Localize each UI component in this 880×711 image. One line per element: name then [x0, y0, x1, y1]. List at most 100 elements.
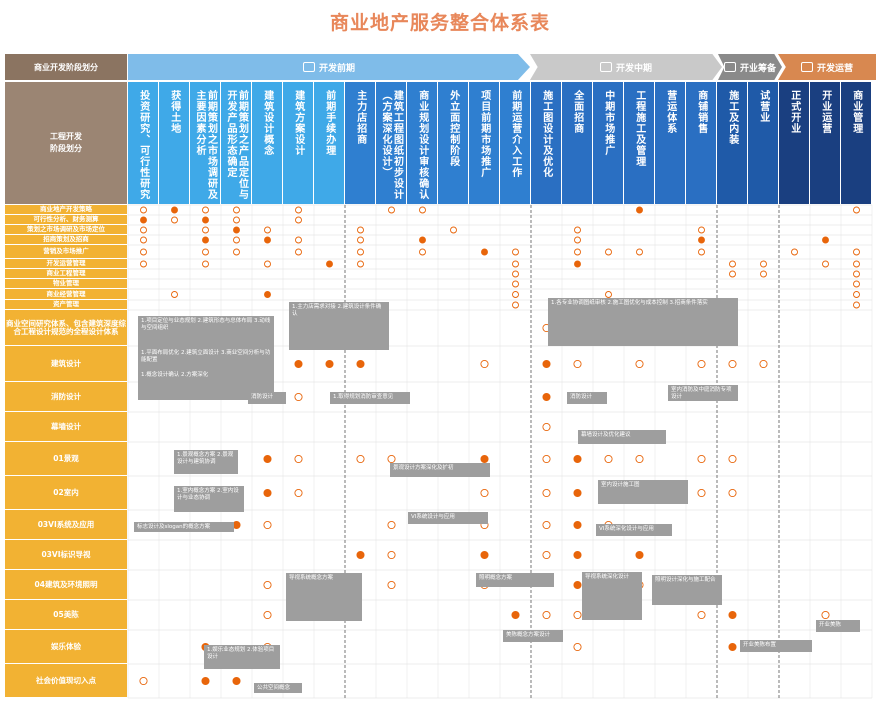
filled-dot: [511, 610, 520, 620]
annotation-note: 1.各专业协调图纸审核 2.施工图优化与成本控制 3.招商条件落实: [548, 298, 738, 346]
filled-dot: [140, 216, 147, 224]
filled-dot: [573, 488, 582, 498]
annotation-note: 1.主力店需求对接 2.建筑设计条件确认: [289, 302, 389, 350]
filled-dot: [202, 216, 209, 224]
column-label: 前期策划之市场调研及主要因素分析: [194, 90, 217, 200]
filled-dot: [480, 550, 489, 560]
column-label: 中期市场推广: [602, 90, 614, 156]
open-dot: [202, 206, 209, 214]
annotation-note: 消防设计: [567, 392, 607, 404]
row-label: 商业空间研究体系、包含建筑深度综合工程设计规范的全程设计体系: [5, 310, 127, 346]
row-label: 娱乐体验: [5, 630, 127, 664]
open-dot: [295, 216, 302, 224]
annotation-note: 景观设计方案深化及扩初: [390, 463, 490, 477]
open-dot: [697, 454, 706, 464]
open-dot: [573, 359, 582, 369]
open-dot: [233, 236, 240, 244]
open-dot: [263, 610, 272, 620]
stage-name: 开业筹备: [739, 63, 776, 74]
filled-dot: [635, 550, 644, 560]
open-dot: [263, 580, 272, 590]
column-label: 商业管理: [850, 90, 862, 134]
stage-logo-icon: [302, 62, 315, 72]
annotation-note: 室内消防及中庭消防专项设计: [668, 385, 738, 401]
filled-dot: [326, 260, 333, 268]
annotation-note: 照明概念方案: [476, 573, 554, 587]
row-label: 05美陈: [5, 600, 127, 630]
row-label: 03VI系统及应用: [5, 510, 127, 540]
open-dot: [171, 291, 178, 298]
open-dot: [574, 248, 581, 256]
filled-dot: [232, 676, 241, 686]
row-label: 03VI标识导视: [5, 540, 127, 570]
column-label: 前期运营介入工作: [509, 90, 521, 178]
column-label: 建筑工程图纸初步设计（方案深化设计）: [380, 90, 403, 200]
open-dot: [697, 359, 706, 369]
annotation-note: 开业美陈: [816, 620, 860, 632]
open-dot: [853, 270, 860, 278]
column-header: 试营业: [748, 82, 778, 204]
column-header: 正式开业: [779, 82, 809, 204]
row-label: 04建筑及环境照明: [5, 570, 127, 600]
page-title: 商业地产服务整合体系表: [329, 12, 550, 34]
open-dot: [853, 260, 860, 268]
open-dot: [295, 248, 302, 256]
column-label: 商铺销售: [695, 90, 707, 134]
column-label: 建筑设计概念: [261, 90, 273, 156]
filled-dot: [636, 206, 643, 214]
open-dot: [729, 270, 736, 278]
column-header: 建筑设计概念: [252, 82, 282, 204]
filled-dot: [573, 454, 582, 464]
column-header: 商铺销售: [686, 82, 716, 204]
column-label: 正式开业: [788, 90, 800, 134]
filled-dot: [264, 236, 271, 244]
row-label: 消防设计: [5, 382, 127, 412]
open-dot: [605, 248, 612, 256]
open-dot: [357, 226, 364, 234]
column-label: 营运体系: [664, 90, 676, 134]
filled-dot: [573, 520, 582, 530]
column-header: 中期市场推广: [593, 82, 623, 204]
row-label: 商业地产开发策略: [5, 205, 127, 215]
open-dot: [480, 488, 489, 498]
open-dot: [729, 260, 736, 268]
open-dot: [512, 260, 519, 268]
row-label: 02室内: [5, 476, 127, 510]
open-dot: [573, 610, 582, 620]
column-label: 主力店招商: [354, 90, 366, 145]
open-dot: [728, 488, 737, 498]
row-header-line: 工程开发: [50, 132, 82, 141]
open-dot: [728, 454, 737, 464]
column-header: 商业管理: [841, 82, 871, 204]
column-header: 前期策划之产品定位与开发产品形态确定: [221, 82, 251, 204]
annotation-note: 室内设计施工图: [598, 480, 688, 504]
open-dot: [853, 291, 860, 298]
open-dot: [853, 206, 860, 214]
annotation-note: 开业美陈布置: [740, 640, 812, 652]
open-dot: [294, 454, 303, 464]
open-dot: [140, 206, 147, 214]
annotation-note: 美陈概念方案设计: [503, 630, 563, 642]
annotation-note: 导视系统深化设计: [582, 572, 642, 620]
open-dot: [574, 226, 581, 234]
column-label: 试营业: [757, 90, 769, 123]
open-dot: [512, 270, 519, 278]
open-dot: [202, 248, 209, 256]
open-dot: [419, 248, 426, 256]
row-header-line: 阶段划分: [50, 144, 82, 153]
row-label: 开发运营管理: [5, 259, 127, 269]
column-label: 商业规划设计审核确认: [416, 90, 428, 200]
open-dot: [573, 642, 582, 652]
open-dot: [760, 260, 767, 268]
filled-dot: [264, 291, 271, 298]
open-dot: [791, 248, 798, 256]
column-header: 外立面控制阶段: [438, 82, 468, 204]
column-header: 开业运营: [810, 82, 840, 204]
open-dot: [760, 270, 767, 278]
open-dot: [294, 392, 303, 402]
open-dot: [387, 454, 396, 464]
open-dot: [357, 260, 364, 268]
stage-name: 开发前期: [318, 63, 355, 74]
filled-dot: [419, 236, 426, 244]
